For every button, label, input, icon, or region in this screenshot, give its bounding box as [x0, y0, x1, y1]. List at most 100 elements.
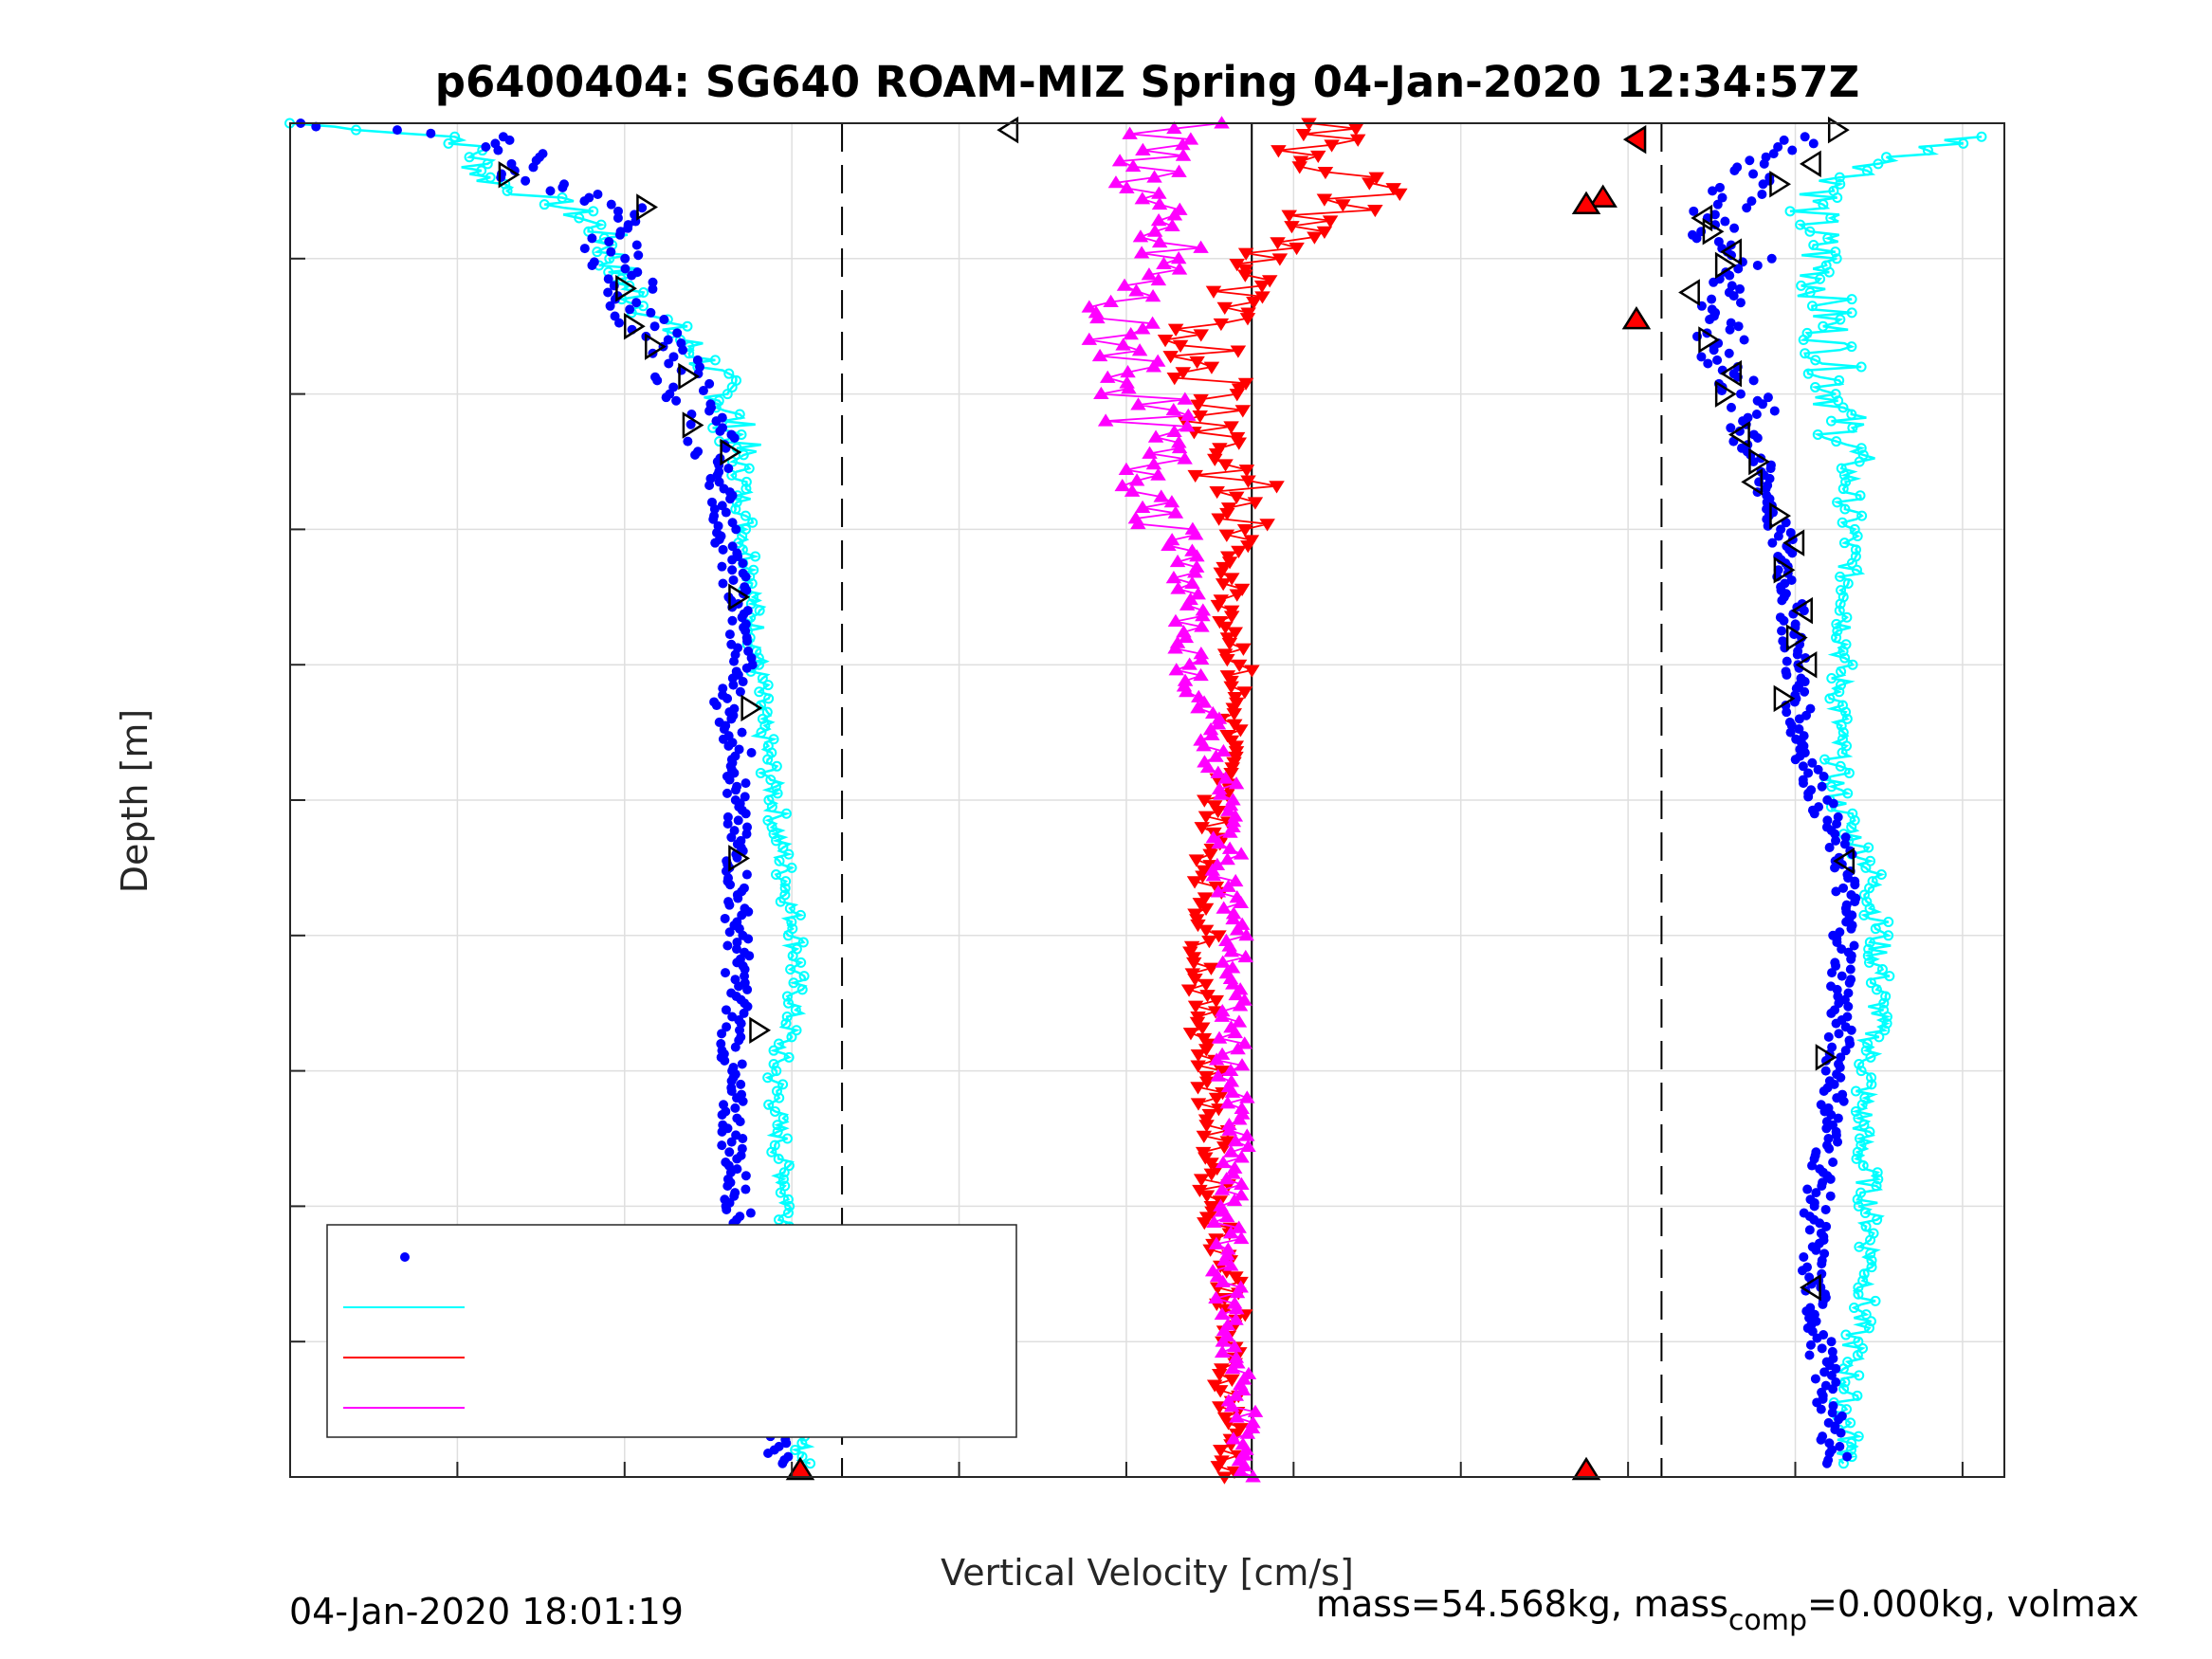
pressure-descent-point	[649, 321, 660, 332]
buoyancy-descent-point	[773, 1038, 784, 1049]
upwelling-ascent-point	[1229, 1410, 1245, 1423]
upwelling-ascent-point	[1132, 229, 1149, 243]
pressure-descent-point	[777, 1458, 788, 1468]
buoyancy-descent-point	[795, 909, 806, 921]
y-axis-label: Depth [m]	[114, 709, 155, 894]
upwelling-descent-point	[1186, 876, 1203, 889]
buoyancy-ascent-point	[1865, 1316, 1876, 1327]
buoyancy-descent-point	[761, 706, 773, 718]
buoyancy-ascent-point	[1976, 131, 1987, 142]
upwelling-ascent-point	[1123, 327, 1139, 340]
upwelling-ascent-point	[1170, 251, 1187, 264]
buoyancy-ascent-point	[1804, 287, 1816, 298]
pressure-descent-point	[732, 937, 742, 947]
upwelling-ascent-point	[1229, 922, 1246, 936]
pressure-ascent-point	[1773, 141, 1783, 152]
buoyancy-ascent-point	[1812, 428, 1823, 440]
upwelling-descent-point	[1217, 459, 1234, 472]
upwelling-ascent-point	[1230, 1041, 1246, 1055]
upwelling-ascent-point	[1209, 1268, 1226, 1283]
upwelling-descent-point	[1247, 497, 1264, 510]
pressure-ascent-point	[1800, 686, 1810, 697]
buoyancy-ascent-point	[1824, 693, 1836, 704]
buoyancy-descent-point	[772, 1126, 783, 1138]
buoyancy-ascent-point	[1872, 1214, 1883, 1226]
pressure-ascent-point	[1768, 149, 1779, 159]
upwelling-descent-point	[1190, 399, 1206, 412]
upwelling-descent-point	[1392, 188, 1408, 202]
upwelling-ascent-point	[1187, 527, 1204, 540]
pressure-descent-point	[726, 1076, 737, 1086]
pressure-descent-point	[741, 869, 752, 880]
descent-marker	[720, 438, 742, 466]
upwelling-ascent-point	[1141, 267, 1158, 281]
buoyancy-descent-point	[624, 280, 635, 291]
buoyancy-ascent-point	[1855, 1133, 1866, 1144]
buoyancy-ascent-point	[1881, 1011, 1892, 1022]
pressure-ascent-point	[1803, 768, 1814, 778]
upwelling-descent-point	[1226, 708, 1243, 721]
buoyancy-descent-point	[539, 199, 550, 210]
upwelling-ascent-point	[1237, 949, 1254, 963]
footer-mass-a: mass=54.568kg, mass	[1316, 1583, 1728, 1625]
buoyancy-ascent-point	[1810, 381, 1821, 392]
pressure-descent-point	[717, 1029, 727, 1039]
buoyancy-descent-point	[682, 320, 693, 332]
pressure-descent-point	[742, 636, 753, 647]
red-marker	[1571, 191, 1601, 215]
buoyancy-ascent-point	[1832, 497, 1843, 508]
upwelling-ascent-point	[1213, 787, 1229, 800]
pressure-descent-point	[745, 1208, 756, 1218]
buoyancy-ascent-point	[1846, 307, 1857, 319]
buoyancy-descent-point	[757, 713, 768, 724]
pressure-ascent-point	[1824, 842, 1835, 852]
buoyancy-ascent-point	[1839, 1376, 1851, 1388]
pressure-descent-point	[659, 315, 669, 325]
pressure-ascent-point	[1709, 277, 1719, 287]
upwelling-ascent-point	[1223, 944, 1240, 957]
upwelling-descent-point	[1210, 599, 1227, 613]
pressure-descent-point	[728, 680, 739, 690]
pressure-descent-point	[727, 673, 738, 684]
pressure-ascent-point	[1735, 389, 1746, 399]
buoyancy-ascent-point	[1884, 971, 1895, 982]
upwelling-ascent-point	[1234, 1150, 1250, 1163]
upwelling-descent-point	[1307, 231, 1323, 245]
pressure-ascent-point	[1821, 1123, 1832, 1134]
buoyancy-ascent-point	[1834, 374, 1845, 386]
pressure-descent-point	[648, 277, 658, 287]
pressure-descent-point	[711, 416, 722, 427]
buoyancy-descent-point	[783, 848, 795, 860]
buoyancy-descent-point	[796, 984, 808, 995]
pressure-descent-point	[558, 182, 568, 192]
pressure-descent-point	[593, 189, 603, 199]
pressure-descent-point	[493, 145, 503, 155]
pressure-descent-point	[481, 141, 491, 152]
pressure-descent-point	[717, 561, 727, 572]
buoyancy-descent-point	[755, 767, 766, 778]
pressure-ascent-point	[1729, 223, 1740, 233]
pressure-ascent-point	[1817, 1180, 1827, 1191]
pressure-ascent-point	[1799, 778, 1809, 789]
upwelling-descent-point	[1190, 1082, 1206, 1095]
buoyancy-ascent-point	[1804, 226, 1816, 237]
pressure-ascent-point	[1769, 406, 1780, 416]
buoyancy-descent-point	[740, 476, 752, 487]
pressure-descent-point	[731, 524, 741, 535]
pressure-descent-point	[733, 893, 743, 903]
upwelling-ascent-point	[1215, 1155, 1232, 1169]
upwelling-ascent-point	[1130, 516, 1146, 530]
upwelling-ascent-point	[1225, 911, 1241, 925]
buoyancy-ascent-point	[1857, 1160, 1869, 1172]
buoyancy-ascent-point	[1836, 720, 1847, 731]
pressure-descent-point	[722, 1204, 732, 1214]
pressure-ascent-point	[1810, 1374, 1820, 1384]
upwelling-descent-point	[1367, 204, 1383, 218]
upwelling-ascent-point	[1193, 240, 1209, 253]
pressure-descent-point	[744, 951, 755, 961]
buoyancy-ascent-point	[1846, 409, 1857, 420]
pressure-descent-point	[730, 1042, 740, 1052]
upwelling-ascent-point	[1120, 364, 1136, 378]
upwelling-ascent-point	[1205, 705, 1221, 720]
